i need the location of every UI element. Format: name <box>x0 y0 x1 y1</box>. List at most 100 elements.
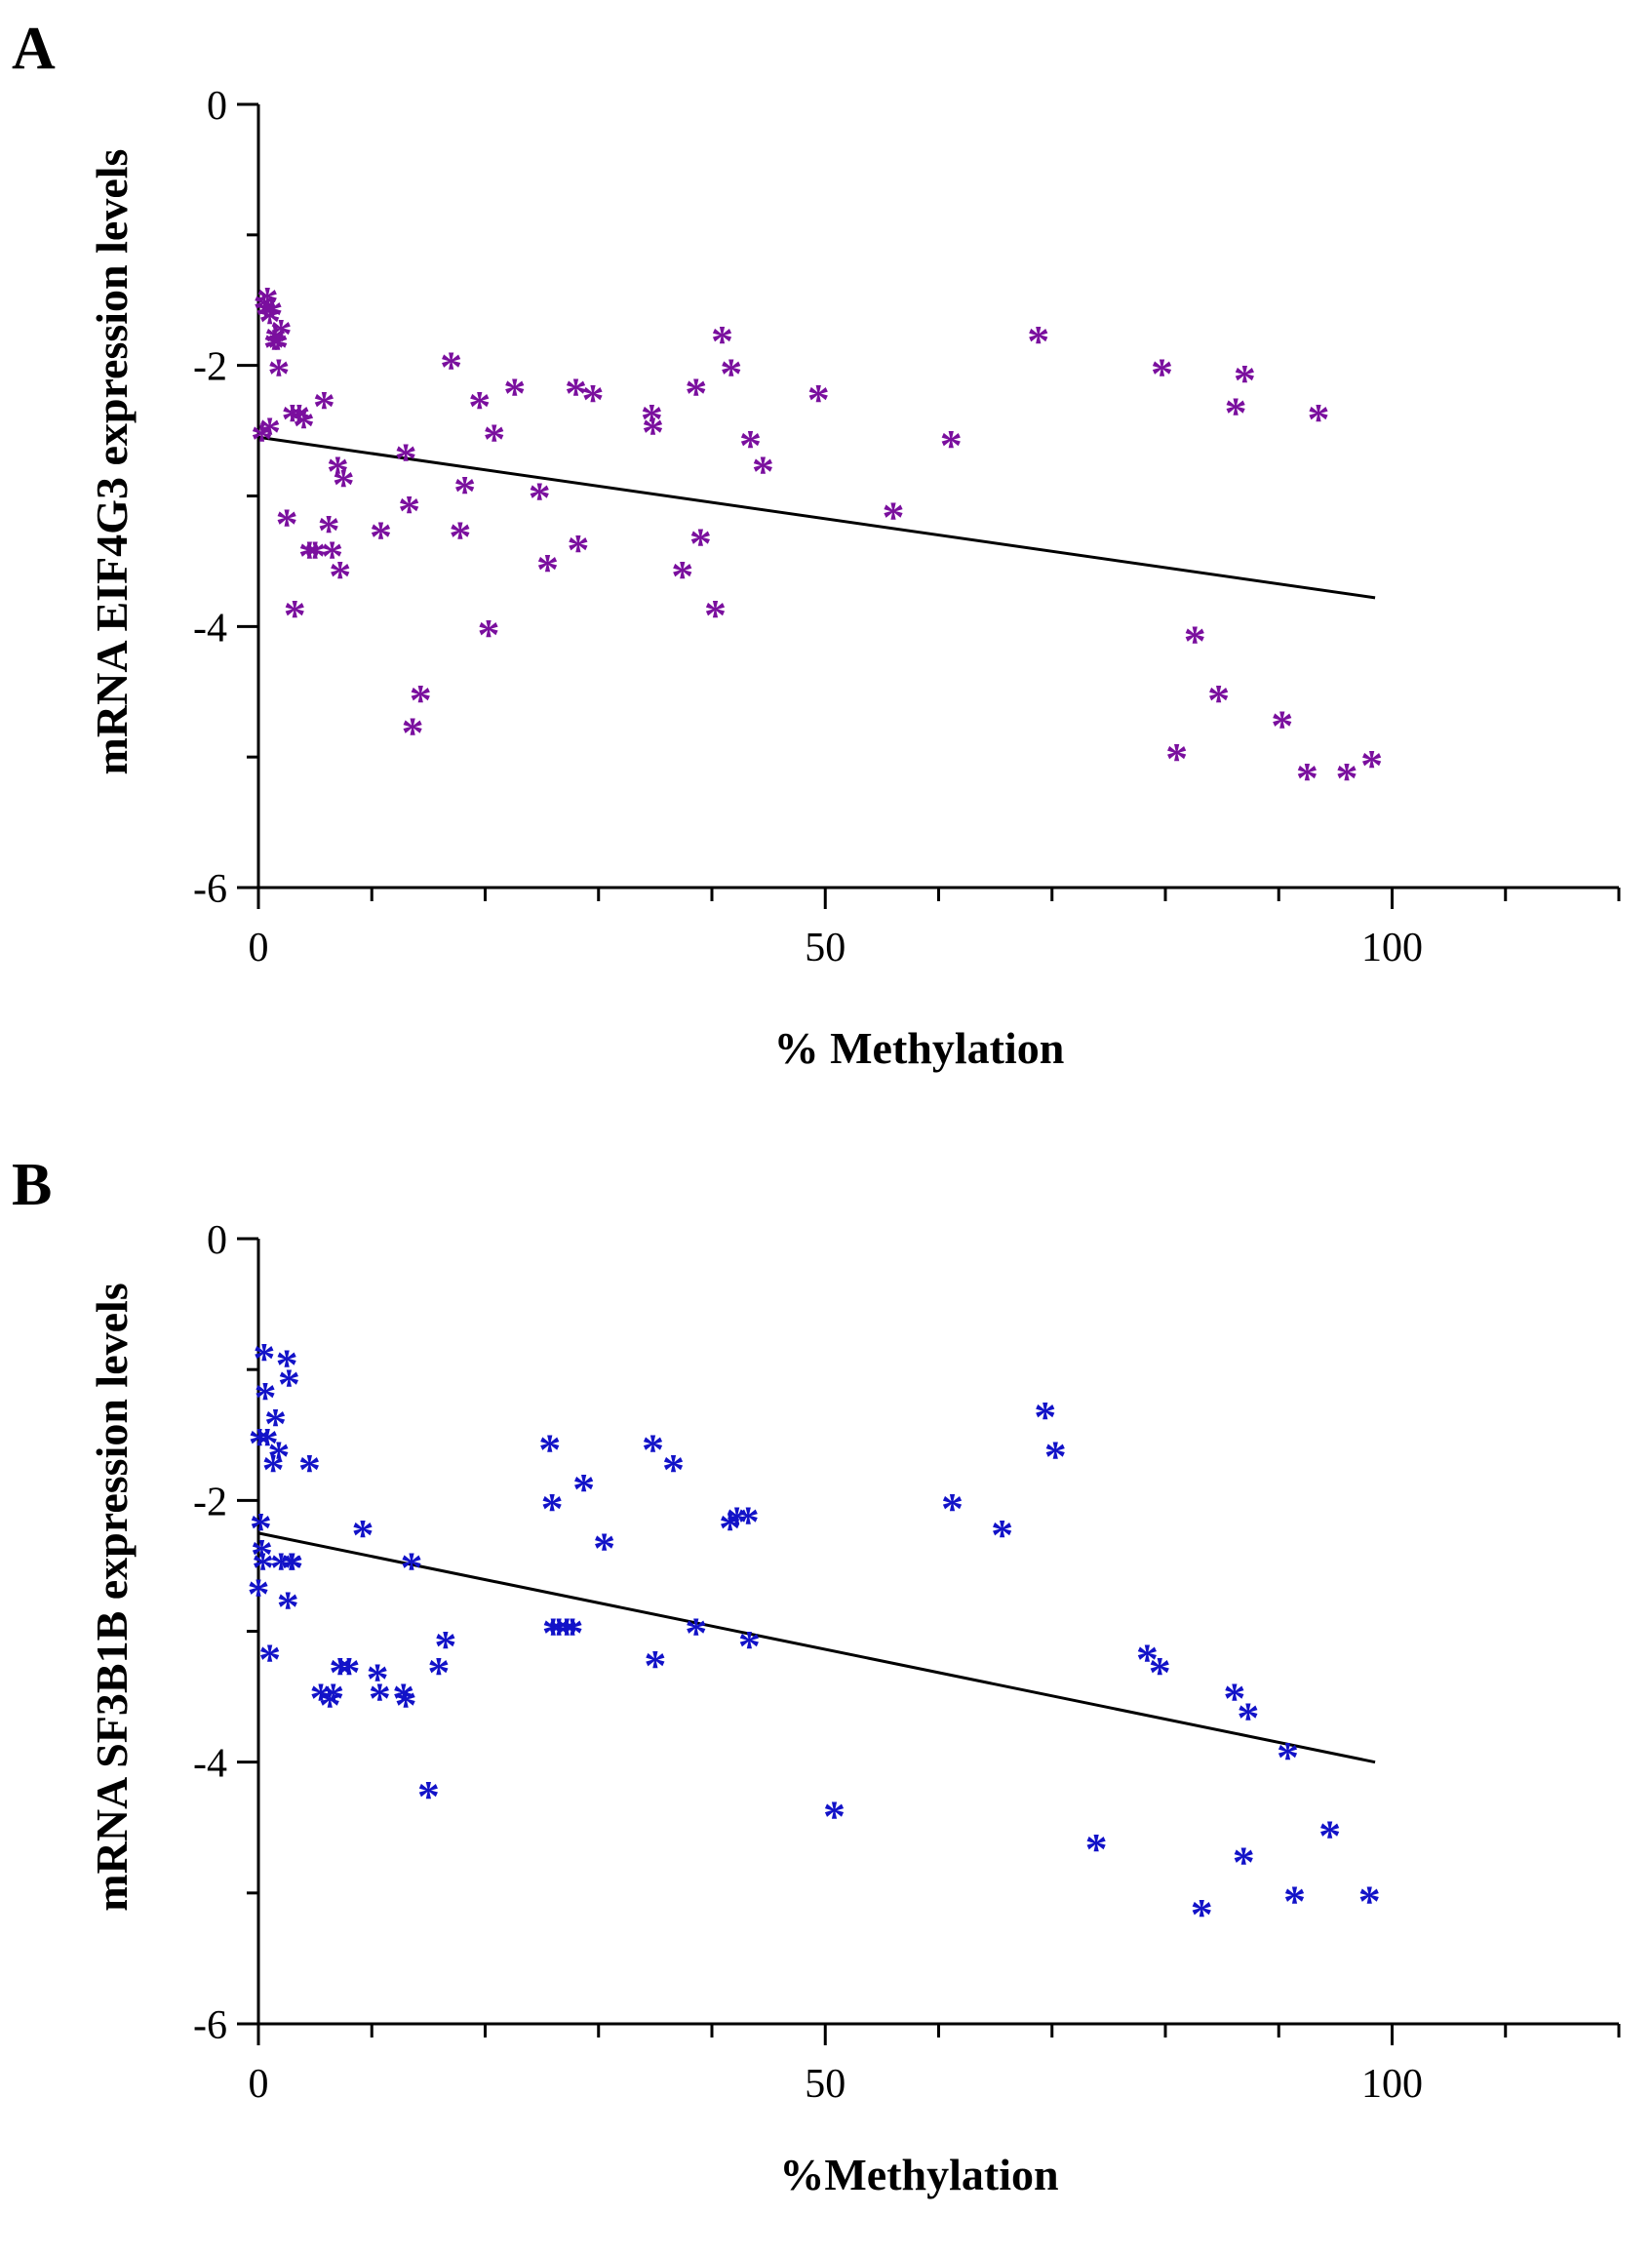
panel-b-y-axis-title: mRNA SF3B1B expression levels <box>87 1283 137 1911</box>
panel-a-ticks: 0 50 100 0 -2 -4 -6 <box>193 84 1621 970</box>
data-point: * <box>254 1372 276 1422</box>
data-point: * <box>685 368 707 417</box>
data-point: * <box>1307 394 1329 444</box>
data-point: * <box>1358 1877 1381 1926</box>
data-point: * <box>642 408 664 457</box>
data-point: * <box>281 394 303 444</box>
data-point: * <box>333 459 355 509</box>
data-point: * <box>298 532 321 581</box>
data-point: * <box>370 512 392 562</box>
data-point: * <box>427 1647 450 1697</box>
data-point: * <box>1027 316 1049 366</box>
data-point: * <box>281 1542 303 1592</box>
data-point: * <box>262 1444 285 1494</box>
data-point: * <box>251 414 273 463</box>
data-point: * <box>395 433 417 483</box>
data-point: * <box>318 505 340 555</box>
data-point: * <box>572 1464 595 1514</box>
data-point: * <box>1233 1837 1255 1886</box>
data-point: * <box>1237 1693 1259 1743</box>
data-point: * <box>1318 1810 1341 1860</box>
data-point: * <box>298 1444 321 1494</box>
data-point: * <box>256 290 278 339</box>
data-point: * <box>1191 1889 1213 1939</box>
y-tick-label: 0 <box>207 1218 227 1263</box>
data-point: * <box>258 297 281 346</box>
y-tick-label: -4 <box>193 1742 227 1787</box>
data-point: * <box>395 1680 417 1729</box>
panel-b-points: *************************** *************… <box>248 1333 1381 1939</box>
data-point: * <box>402 707 424 757</box>
data-point: * <box>1225 388 1247 438</box>
data-point: * <box>556 1608 578 1658</box>
data-point: * <box>737 1496 760 1546</box>
data-point: * <box>1151 348 1173 398</box>
data-point: * <box>1271 701 1293 751</box>
data-point: * <box>689 518 712 568</box>
data-point: * <box>329 551 351 601</box>
data-point: * <box>434 1621 456 1671</box>
data-point: * <box>548 1608 570 1658</box>
panel-a-y-axis-title: mRNA EIF4G3 expression levels <box>87 149 137 775</box>
data-point: * <box>270 1542 293 1592</box>
data-point: * <box>327 447 349 496</box>
data-point: * <box>252 1542 274 1592</box>
data-point: * <box>369 1674 391 1723</box>
data-point: * <box>258 408 281 457</box>
data-point: * <box>1149 1647 1171 1697</box>
data-point: * <box>304 532 327 581</box>
data-point: * <box>1184 616 1206 666</box>
data-point: * <box>1360 740 1383 790</box>
data-point: * <box>266 323 289 373</box>
data-point: * <box>1277 1732 1299 1782</box>
panel-b-regression-line <box>257 1531 1376 1764</box>
data-point: * <box>276 498 298 548</box>
data-point: * <box>662 1444 685 1494</box>
x-tick-label: 50 <box>805 2062 846 2107</box>
data-point: * <box>260 290 283 339</box>
data-point: * <box>288 394 310 444</box>
data-point: * <box>562 1608 584 1658</box>
data-point: * <box>329 1647 351 1697</box>
data-point: * <box>263 323 286 373</box>
panel-b-letter: B <box>12 1152 52 1218</box>
data-point: * <box>319 1680 341 1729</box>
data-point: * <box>1136 1634 1159 1683</box>
panel-b-x-axis-title: %Methylation <box>779 2150 1058 2199</box>
data-point: * <box>1234 355 1256 405</box>
data-point: * <box>267 1431 290 1481</box>
data-point: * <box>250 1503 272 1553</box>
data-point: * <box>541 1484 564 1533</box>
data-point: * <box>468 381 491 431</box>
data-point: * <box>738 1621 761 1671</box>
data-point: * <box>565 368 587 417</box>
data-point: * <box>256 1418 279 1468</box>
data-point: * <box>253 283 275 333</box>
data-point: * <box>338 1647 361 1697</box>
data-point: * <box>704 590 727 640</box>
data-point: * <box>567 525 589 574</box>
data-point: * <box>453 466 476 516</box>
data-point: * <box>256 277 279 327</box>
data-point: * <box>1044 1431 1067 1481</box>
data-point: * <box>253 1333 275 1383</box>
data-point: * <box>264 1399 287 1448</box>
data-point: * <box>739 420 762 470</box>
data-point: * <box>1336 753 1358 803</box>
y-tick-label: -4 <box>193 606 227 651</box>
data-point: * <box>410 675 432 725</box>
data-point: * <box>280 1542 302 1592</box>
data-point: * <box>264 316 287 366</box>
data-point: * <box>883 493 905 542</box>
data-point: * <box>417 1771 440 1821</box>
panel-a-x-axis-title: % Methylation <box>774 1023 1065 1073</box>
x-tick-label: 0 <box>249 2062 269 2107</box>
panel-a-regression-line <box>257 435 1376 600</box>
data-point: * <box>278 1360 300 1409</box>
data-point: * <box>258 1634 281 1683</box>
data-point: * <box>367 1653 389 1703</box>
data-point: * <box>1165 733 1188 783</box>
data-point: * <box>321 532 343 581</box>
